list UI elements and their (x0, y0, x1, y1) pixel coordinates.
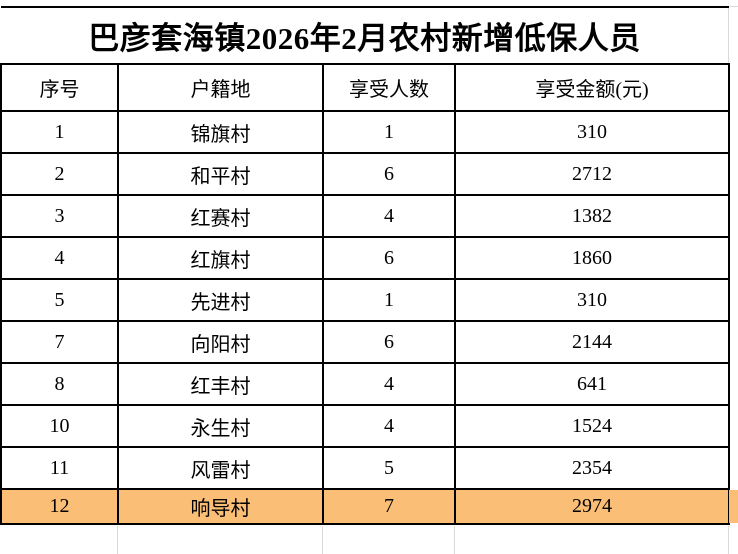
header-people: 享受人数 (322, 63, 456, 112)
cell-people: 4 (322, 404, 456, 448)
cell-seq: 12 (0, 488, 119, 525)
table-row: 11 风雷村 5 2354 (0, 446, 730, 490)
faint-gridline-bottom-1 (117, 526, 118, 554)
cell-people: 6 (322, 152, 456, 196)
faint-gridline-bottom-2 (322, 526, 323, 554)
cell-people: 1 (322, 110, 456, 154)
cell-village: 向阳村 (117, 320, 324, 364)
faint-gridline-bottom-4 (728, 526, 729, 554)
cell-amount: 1382 (454, 194, 730, 238)
table-body: 1 锦旗村 1 310 2 和平村 6 2712 3 红赛村 4 1382 4 红旗村 6 1860 5 先进村 1… (0, 110, 730, 525)
cell-amount: 1860 (454, 236, 730, 280)
table-row: 2 和平村 6 2712 (0, 152, 730, 196)
table-row: 8 红丰村 4 641 (0, 362, 730, 406)
cell-village: 先进村 (117, 278, 324, 322)
cell-amount: 310 (454, 110, 730, 154)
header-village: 户籍地 (117, 63, 324, 112)
header-row: 序号 户籍地 享受人数 享受金额(元) (0, 63, 730, 112)
cell-village: 和平村 (117, 152, 324, 196)
faint-gridline-right-top (728, 8, 729, 63)
cell-seq: 10 (0, 404, 119, 448)
cell-seq: 3 (0, 194, 119, 238)
cell-people: 1 (322, 278, 456, 322)
cell-people: 5 (322, 446, 456, 490)
highlight-overflow-strip (729, 490, 738, 523)
table-row: 4 红旗村 6 1860 (0, 236, 730, 280)
page-title: 巴彦套海镇2026年2月农村新增低保人员 (88, 20, 641, 56)
cell-village: 风雷村 (117, 446, 324, 490)
title-top-border (1, 6, 729, 8)
table-header: 序号 户籍地 享受人数 享受金额(元) (0, 63, 730, 112)
cell-amount: 310 (454, 278, 730, 322)
table-row: 10 永生村 4 1524 (0, 404, 730, 448)
cell-people: 4 (322, 362, 456, 406)
cell-amount: 641 (454, 362, 730, 406)
cell-amount: 2974 (454, 488, 730, 525)
cell-seq: 5 (0, 278, 119, 322)
cell-people: 6 (322, 320, 456, 364)
cell-amount: 2144 (454, 320, 730, 364)
faint-gridline-top-right (730, 6, 738, 7)
header-seq: 序号 (0, 63, 119, 112)
cell-village: 红赛村 (117, 194, 324, 238)
cell-seq: 4 (0, 236, 119, 280)
cell-village: 红丰村 (117, 362, 324, 406)
cell-village: 锦旗村 (117, 110, 324, 154)
table-row: 1 锦旗村 1 310 (0, 110, 730, 154)
table-row: 12 响导村 7 2974 (0, 488, 730, 525)
table-row: 5 先进村 1 310 (0, 278, 730, 322)
cell-seq: 1 (0, 110, 119, 154)
cell-seq: 2 (0, 152, 119, 196)
header-amount: 享受金额(元) (454, 63, 730, 112)
cell-seq: 7 (0, 320, 119, 364)
cell-people: 6 (322, 236, 456, 280)
cell-seq: 8 (0, 362, 119, 406)
table-row: 7 向阳村 6 2144 (0, 320, 730, 364)
table-row: 3 红赛村 4 1382 (0, 194, 730, 238)
cell-village: 红旗村 (117, 236, 324, 280)
cell-amount: 2712 (454, 152, 730, 196)
cell-village: 响导村 (117, 488, 324, 525)
cell-amount: 2354 (454, 446, 730, 490)
benefits-table: 序号 户籍地 享受人数 享受金额(元) 1 锦旗村 1 310 2 和平村 6 2712 3 红赛… (0, 63, 730, 525)
cell-seq: 11 (0, 446, 119, 490)
cell-village: 永生村 (117, 404, 324, 448)
cell-people: 7 (322, 488, 456, 525)
cell-amount: 1524 (454, 404, 730, 448)
faint-gridline-bottom-3 (454, 526, 455, 554)
cell-people: 4 (322, 194, 456, 238)
